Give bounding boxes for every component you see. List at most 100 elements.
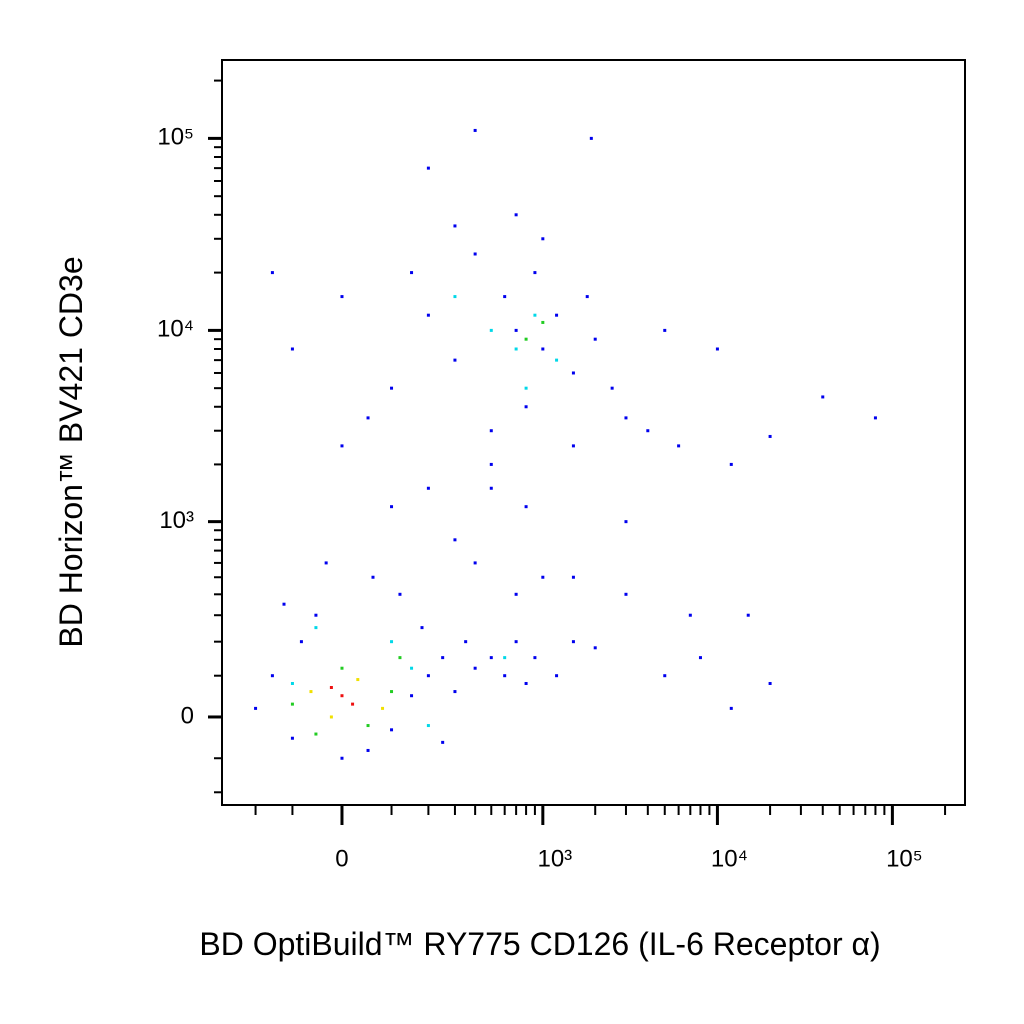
data-point <box>314 626 318 630</box>
data-point <box>533 271 537 275</box>
data-point <box>503 656 507 660</box>
data-point <box>541 320 545 324</box>
data-point <box>489 486 493 490</box>
y-tick-label: 10⁵ <box>157 124 194 151</box>
data-point <box>441 656 445 660</box>
data-point <box>489 656 493 660</box>
data-point <box>514 347 518 351</box>
data-point <box>688 613 692 617</box>
data-point <box>555 674 559 678</box>
data-point <box>390 505 394 509</box>
data-point <box>610 386 614 390</box>
data-point <box>366 748 370 752</box>
data-point <box>624 592 628 596</box>
data-point <box>254 706 258 710</box>
x-tick-label: 10³ <box>537 845 572 872</box>
data-point <box>398 656 402 660</box>
data-point <box>873 416 877 420</box>
data-point <box>390 386 394 390</box>
x-tick-label: 10⁵ <box>886 845 923 872</box>
data-point <box>340 694 344 698</box>
data-point <box>381 706 385 710</box>
data-point <box>410 694 414 698</box>
data-point <box>541 237 545 241</box>
data-point <box>624 520 628 524</box>
data-point <box>340 666 344 670</box>
data-point <box>503 295 507 299</box>
data-point <box>426 674 430 678</box>
data-point <box>555 313 559 317</box>
data-point <box>270 271 274 275</box>
data-point <box>390 690 394 694</box>
data-point <box>698 656 702 660</box>
data-point <box>290 736 294 740</box>
data-point <box>314 613 318 617</box>
data-point <box>453 358 457 362</box>
data-point <box>324 561 328 565</box>
data-point <box>473 561 477 565</box>
data-point <box>314 732 318 736</box>
data-point <box>426 313 430 317</box>
data-point <box>524 405 528 409</box>
data-point <box>340 444 344 448</box>
y-axis-title: BD Horizon™ BV421 CD3e <box>53 256 89 647</box>
data-point <box>453 295 457 299</box>
data-point <box>646 429 650 433</box>
data-point <box>464 640 468 644</box>
data-point <box>524 386 528 390</box>
data-point <box>366 724 370 728</box>
data-point <box>589 136 593 140</box>
data-point <box>571 575 575 579</box>
data-point <box>329 715 333 719</box>
data-point <box>290 347 294 351</box>
data-point <box>410 666 414 670</box>
data-point <box>489 328 493 332</box>
data-point <box>426 486 430 490</box>
data-point <box>473 252 477 256</box>
data-point <box>663 674 667 678</box>
data-point <box>290 702 294 706</box>
data-point <box>514 592 518 596</box>
data-point <box>282 602 286 606</box>
data-point <box>340 295 344 299</box>
data-point <box>420 626 424 630</box>
data-point <box>514 328 518 332</box>
data-point <box>453 690 457 694</box>
data-point <box>340 756 344 760</box>
data-point <box>426 166 430 170</box>
data-point <box>524 505 528 509</box>
data-point <box>329 685 333 689</box>
data-point <box>571 444 575 448</box>
y-tick-label: 10³ <box>159 507 194 534</box>
data-point <box>729 462 733 466</box>
data-point <box>390 640 394 644</box>
data-point <box>290 681 294 685</box>
data-point <box>489 462 493 466</box>
data-point <box>398 592 402 596</box>
data-point <box>473 666 477 670</box>
x-tick-label: 10⁴ <box>711 845 748 872</box>
data-point <box>514 213 518 217</box>
data-point <box>453 224 457 228</box>
x-tick-label: 0 <box>335 845 348 872</box>
data-point <box>366 416 370 420</box>
data-point <box>473 128 477 132</box>
data-point <box>299 640 303 644</box>
data-point <box>746 613 750 617</box>
data-point <box>309 690 313 694</box>
data-point <box>524 681 528 685</box>
y-tick-label: 10⁴ <box>157 316 194 343</box>
data-point <box>541 347 545 351</box>
data-point <box>524 337 528 341</box>
data-point <box>426 724 430 728</box>
y-tick-label: 0 <box>181 702 194 729</box>
plot-frame <box>221 59 966 806</box>
data-point <box>410 271 414 275</box>
data-point <box>270 674 274 678</box>
data-point <box>821 395 825 399</box>
data-point <box>768 434 772 438</box>
data-point <box>351 702 355 706</box>
data-point <box>555 358 559 362</box>
